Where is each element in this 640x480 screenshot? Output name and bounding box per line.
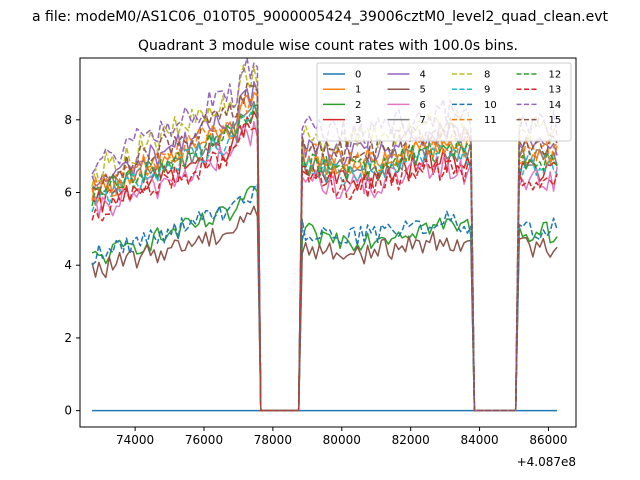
legend-label: 1 bbox=[355, 85, 361, 96]
y-tick-label: 2 bbox=[64, 331, 72, 345]
x-tick-label: 82000 bbox=[392, 433, 430, 447]
x-tick-label: 86000 bbox=[529, 433, 567, 447]
x-tick-label: 76000 bbox=[185, 433, 223, 447]
legend-label: 2 bbox=[355, 100, 361, 111]
series-line bbox=[91, 185, 558, 412]
legend-label: 10 bbox=[484, 100, 497, 111]
legend-label: 3 bbox=[355, 115, 361, 126]
legend-label: 6 bbox=[420, 100, 426, 111]
legend-label: 12 bbox=[549, 70, 562, 81]
y-tick-label: 0 bbox=[64, 404, 72, 418]
x-tick-label: 74000 bbox=[116, 433, 154, 447]
series-line bbox=[91, 183, 558, 412]
legend-label: 0 bbox=[355, 70, 361, 81]
legend-label: 8 bbox=[484, 70, 490, 81]
legend-label: 9 bbox=[484, 85, 490, 96]
y-axis: 0 2 4 6 8 bbox=[64, 113, 80, 418]
series-line bbox=[91, 110, 558, 412]
data-lines bbox=[91, 57, 558, 412]
x-offset-label: +4.087e8 bbox=[517, 455, 576, 469]
x-tick-label: 78000 bbox=[254, 433, 292, 447]
y-tick-label: 6 bbox=[64, 186, 72, 200]
plot-frame bbox=[79, 57, 577, 428]
series-line bbox=[91, 82, 558, 412]
figure-suptitle: a file: modeM0/AS1C06_010T05_9000005424_… bbox=[32, 9, 609, 25]
chart-title: Quadrant 3 module wise count rates with … bbox=[138, 38, 518, 54]
y-tick-label: 4 bbox=[64, 258, 72, 272]
y-tick-label: 8 bbox=[64, 113, 72, 127]
legend-label: 7 bbox=[420, 115, 426, 126]
legend-label: 14 bbox=[549, 100, 562, 111]
series-line bbox=[91, 205, 558, 412]
x-tick-label: 84000 bbox=[460, 433, 498, 447]
legend-label: 13 bbox=[549, 85, 562, 96]
legend-label: 5 bbox=[420, 85, 426, 96]
x-axis: 74000 76000 78000 80000 82000 84000 86000 bbox=[116, 427, 568, 447]
legend-frame bbox=[316, 62, 572, 142]
x-tick-label: 80000 bbox=[323, 433, 361, 447]
series-line bbox=[91, 100, 558, 412]
legend-label: 11 bbox=[484, 115, 497, 126]
legend-label: 4 bbox=[420, 70, 426, 81]
legend-label: 15 bbox=[549, 115, 562, 126]
